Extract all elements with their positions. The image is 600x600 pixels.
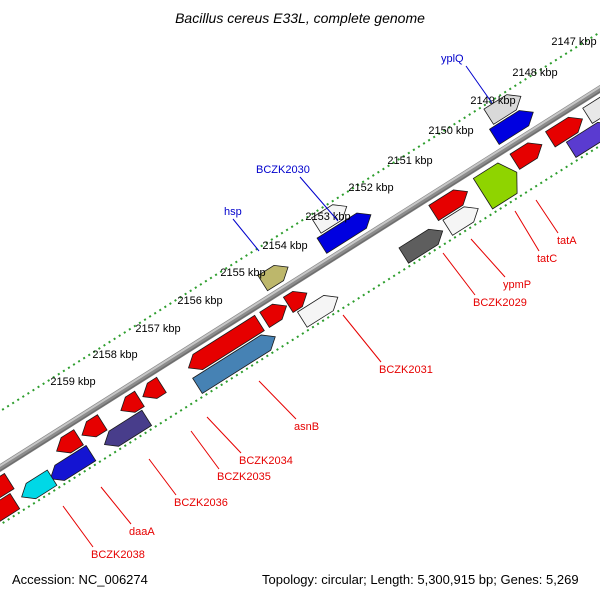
gene-arrow [310,204,348,234]
label-leader-line [206,416,242,454]
gene-label-asnB[interactable]: asnB [294,421,319,433]
gene-arrow-BCZK2029 [398,228,444,264]
label-leader-line [148,458,177,496]
gene-arrow [442,206,479,236]
gene-arrow [56,429,84,454]
label-leader-line [232,218,260,252]
tick-label: 2147 kbp [551,36,596,48]
label-leader-line [258,380,297,420]
footer-accession: Accession: NC_006274 [12,572,148,587]
gene-label-yplQ[interactable]: yplQ [441,53,464,65]
gene-arrow-yplQ [489,110,534,145]
gene-arrow [0,472,15,504]
tick-label: 2152 kbp [348,182,393,194]
map-title: Bacillus cereus E33L, complete genome [175,10,425,26]
gene-label-BCZK2038[interactable]: BCZK2038 [91,549,145,561]
gene-arrow-BCZK2038 [21,469,58,500]
tick-label: 2151 kbp [387,155,432,167]
gene-arrow-BCZK2036 [103,409,153,447]
tick-label: 2155 kbp [220,267,265,279]
gene-label-BCZK2035[interactable]: BCZK2035 [217,471,271,483]
gene-arrow [483,94,522,125]
genome-backbone-highlight [0,0,600,566]
tick-label: 2149 kbp [470,95,515,107]
label-leader-line [62,505,94,548]
gene-arrow [81,414,108,438]
tick-label: 2159 kbp [50,376,95,388]
label-leader-line [465,65,493,104]
genome-backbone-shadow [0,0,600,569]
footer-topology: Topology: circular; Length: 5,300,915 bp… [262,572,579,587]
gene-label-BCZK2030[interactable]: BCZK2030 [256,164,310,176]
label-leader-line [470,238,506,278]
gene-label-BCZK2036[interactable]: BCZK2036 [174,497,228,509]
label-leader-line [442,252,476,296]
gene-arrow [0,493,21,525]
gene-label-BCZK2031[interactable]: BCZK2031 [379,364,433,376]
gene-arrow-asnB [192,334,276,395]
gene-label-ypmP[interactable]: ypmP [503,279,531,291]
gene-arrow-BCZK2035 [120,390,145,413]
tick-label: 2154 kbp [262,240,307,252]
gene-arrow [187,314,265,371]
label-leader-line [514,210,540,252]
gene-arrow-BCZK2034 [142,376,167,399]
tick-label: 2158 kbp [92,349,137,361]
label-leader-line [342,314,382,363]
genome-backbone [0,0,600,569]
gene-label-tatA[interactable]: tatA [557,235,577,247]
tick-label: 2148 kbp [512,67,557,79]
gene-arrow [565,122,600,158]
gene-arrow [282,290,308,314]
gene-arrow-hsp [257,264,289,292]
gene-label-hsp[interactable]: hsp [224,206,242,218]
label-leader-line [535,199,559,234]
gene-arrow-tatC [472,162,518,210]
tick-label: 2157 kbp [135,323,180,335]
label-leader-line [190,430,220,470]
tick-label: 2153 kbp [305,211,350,223]
gene-arrow-tatA [509,142,543,170]
gene-arrow [544,116,584,148]
gene-label-tatC[interactable]: tatC [537,253,557,265]
gene-arrow-daaA [49,444,97,481]
gene-label-BCZK2034[interactable]: BCZK2034 [239,455,293,467]
gene-arrow-BCZK2031 [296,295,339,328]
gene-arrow-ypmP [428,189,469,222]
tick-label: 2156 kbp [177,295,222,307]
gene-arrow-BCZK2030 [316,212,372,254]
label-leader-line [299,176,339,222]
label-leader-line [100,486,132,525]
gene-label-BCZK2029[interactable]: BCZK2029 [473,297,527,309]
gene-label-daaA[interactable]: daaA [129,526,155,538]
tick-label: 2150 kbp [428,125,473,137]
ruler-upper-dotted-line [0,0,600,527]
gene-arrow [259,303,288,328]
